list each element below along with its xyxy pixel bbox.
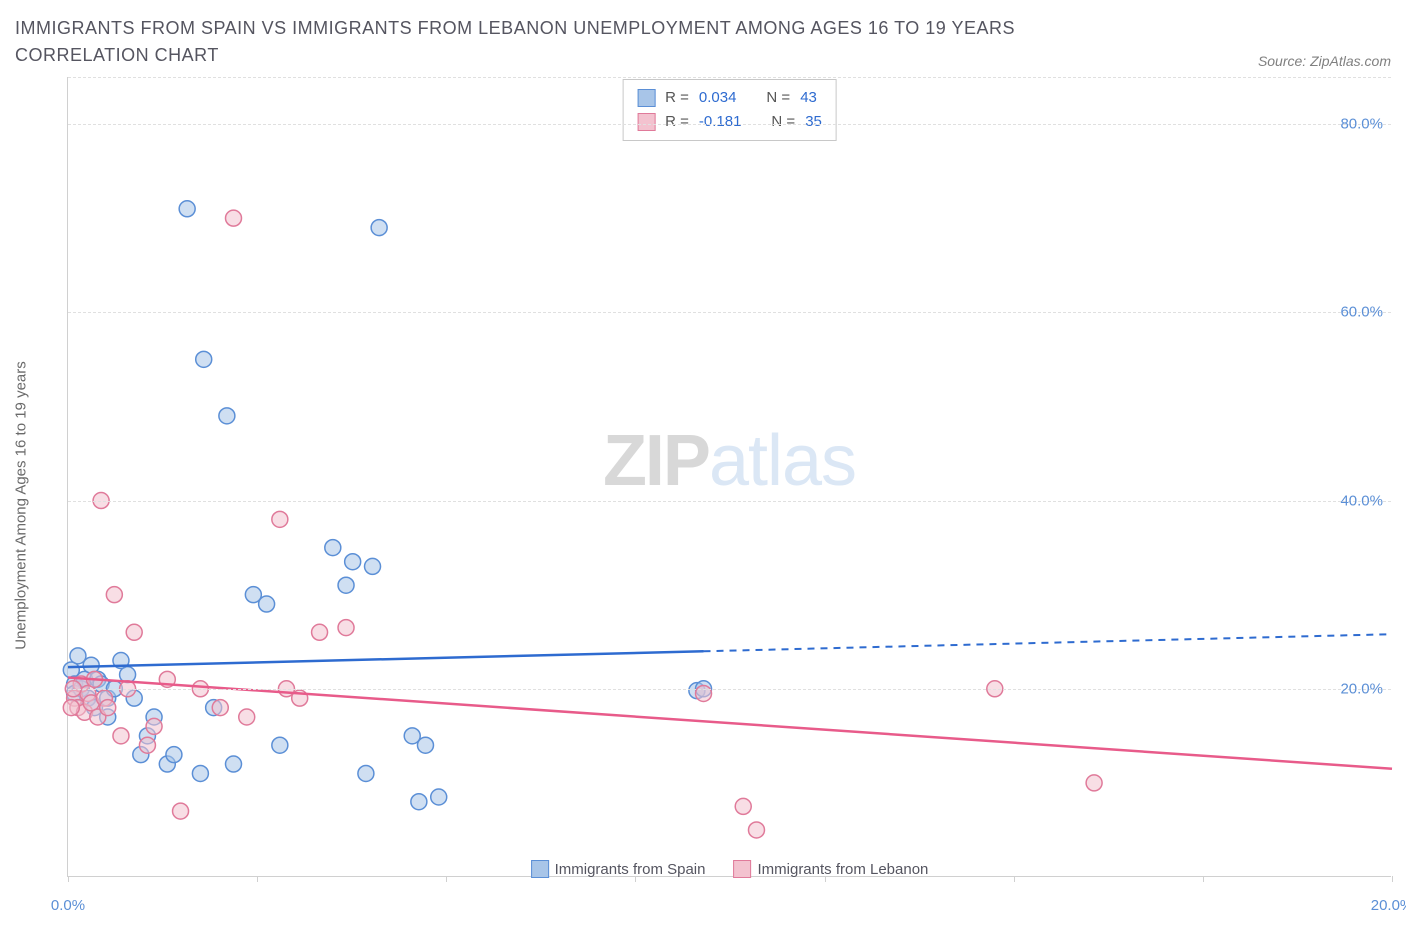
y-tick-label: 60.0%	[1340, 304, 1383, 321]
gridline	[68, 312, 1391, 313]
chart-title: IMMIGRANTS FROM SPAIN VS IMMIGRANTS FROM…	[15, 15, 1115, 69]
data-point	[113, 728, 129, 744]
data-point	[431, 789, 447, 805]
data-point	[371, 220, 387, 236]
legend-item: Immigrants from Spain	[531, 860, 706, 878]
data-point	[325, 540, 341, 556]
gridline	[68, 124, 1391, 125]
data-point	[166, 747, 182, 763]
data-point	[358, 765, 374, 781]
data-point	[212, 700, 228, 716]
data-point	[226, 756, 242, 772]
x-tick	[825, 876, 826, 882]
gridline	[68, 689, 1391, 690]
legend-item: Immigrants from Lebanon	[733, 860, 928, 878]
legend-label: Immigrants from Spain	[555, 861, 706, 878]
data-point	[1086, 775, 1102, 791]
data-point	[196, 351, 212, 367]
data-point	[365, 558, 381, 574]
legend-swatch	[531, 860, 549, 878]
data-point	[239, 709, 255, 725]
y-tick-label: 80.0%	[1340, 116, 1383, 133]
data-point	[100, 700, 116, 716]
data-point	[272, 737, 288, 753]
data-point	[106, 587, 122, 603]
trend-line-extrapolated	[704, 634, 1392, 651]
trend-line	[68, 677, 1392, 768]
data-point	[226, 210, 242, 226]
x-tick-label: 20.0%	[1371, 897, 1406, 914]
trend-line	[68, 651, 704, 667]
gridline	[68, 501, 1391, 502]
legend-swatch	[733, 860, 751, 878]
y-axis-label: Unemployment Among Ages 16 to 19 years	[13, 361, 30, 650]
gridline	[68, 77, 1391, 78]
data-point	[179, 201, 195, 217]
x-tick	[68, 876, 69, 882]
data-point	[126, 624, 142, 640]
x-tick	[1014, 876, 1015, 882]
x-tick-label: 0.0%	[51, 897, 85, 914]
data-point	[272, 511, 288, 527]
data-point	[345, 554, 361, 570]
x-tick	[446, 876, 447, 882]
plot-region: ZIPatlas R =0.034N =43R =-0.181N =35 Imm…	[67, 77, 1391, 877]
chart-area: Unemployment Among Ages 16 to 19 years Z…	[15, 77, 1391, 917]
data-point	[748, 822, 764, 838]
plot-svg	[68, 77, 1391, 876]
data-point	[338, 620, 354, 636]
chart-container: IMMIGRANTS FROM SPAIN VS IMMIGRANTS FROM…	[15, 15, 1391, 917]
data-point	[173, 803, 189, 819]
data-point	[259, 596, 275, 612]
legend: Immigrants from Spain Immigrants from Leb…	[531, 860, 929, 878]
y-tick-label: 20.0%	[1340, 680, 1383, 697]
data-point	[312, 624, 328, 640]
data-point	[146, 718, 162, 734]
y-tick-label: 40.0%	[1340, 492, 1383, 509]
x-tick	[635, 876, 636, 882]
data-point	[417, 737, 433, 753]
x-tick	[257, 876, 258, 882]
data-point	[192, 765, 208, 781]
source-attribution: Source: ZipAtlas.com	[1258, 53, 1391, 69]
x-tick	[1392, 876, 1393, 882]
data-point	[735, 798, 751, 814]
data-point	[63, 700, 79, 716]
data-point	[338, 577, 354, 593]
data-point	[411, 794, 427, 810]
data-point	[139, 737, 155, 753]
legend-label: Immigrants from Lebanon	[757, 861, 928, 878]
x-tick	[1203, 876, 1204, 882]
data-point	[219, 408, 235, 424]
header-row: IMMIGRANTS FROM SPAIN VS IMMIGRANTS FROM…	[15, 15, 1391, 69]
